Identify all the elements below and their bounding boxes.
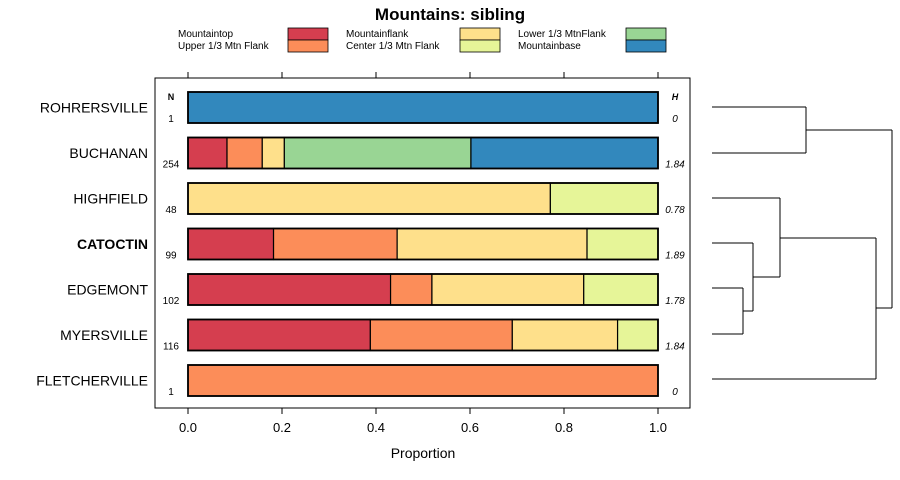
h-value: 0 bbox=[672, 114, 678, 125]
x-tick-label: 0.2 bbox=[273, 420, 291, 435]
bar-outline bbox=[187, 227, 659, 261]
bar-outline bbox=[187, 364, 659, 397]
legend-swatch bbox=[287, 39, 329, 53]
bar-segment bbox=[549, 182, 659, 215]
h-value: 1.84 bbox=[665, 160, 685, 171]
bar-segment bbox=[187, 273, 392, 306]
bar-segment bbox=[187, 182, 551, 215]
dendrogram-branch bbox=[712, 106, 807, 154]
x-tick-label: 0.0 bbox=[179, 420, 197, 435]
bar-segment bbox=[431, 273, 585, 306]
dendrogram-branch bbox=[806, 129, 893, 309]
column-header-n: N bbox=[168, 92, 175, 102]
bar-segment bbox=[583, 273, 659, 306]
row-label: HIGHFIELD bbox=[73, 191, 148, 207]
n-value: 116 bbox=[163, 342, 179, 353]
row-label: MYERSVILLE bbox=[60, 327, 148, 343]
x-tick-label: 1.0 bbox=[649, 420, 667, 435]
n-value: 99 bbox=[165, 251, 177, 262]
h-value: 1.89 bbox=[665, 251, 685, 262]
h-value: 0 bbox=[672, 387, 678, 398]
bar-segment bbox=[389, 273, 433, 306]
dendrogram-branch bbox=[712, 197, 781, 278]
dendrogram-branch bbox=[712, 242, 754, 312]
x-tick-label: 0.4 bbox=[367, 420, 385, 435]
n-value: 102 bbox=[163, 296, 180, 307]
legend-label: Mountainflank bbox=[346, 29, 409, 40]
bar-segment bbox=[187, 91, 659, 124]
n-value: 48 bbox=[165, 205, 177, 216]
bar-segment bbox=[187, 227, 275, 261]
legend-swatch bbox=[625, 39, 667, 53]
legend-label: Lower 1/3 MtnFlank bbox=[518, 29, 607, 40]
bar-outline bbox=[187, 273, 659, 306]
legend-label: Center 1/3 Mtn Flank bbox=[346, 41, 440, 52]
column-header-h: H bbox=[672, 92, 679, 102]
bar-segment bbox=[187, 136, 228, 170]
legend-label: Mountaintop bbox=[178, 29, 233, 40]
row-label: CATOCTIN bbox=[77, 236, 148, 252]
legend-label: Mountainbase bbox=[518, 41, 581, 52]
bar-segment bbox=[616, 318, 659, 352]
x-axis-label: Proportion bbox=[391, 445, 456, 461]
h-value: 1.84 bbox=[665, 342, 685, 353]
dendrogram-branch bbox=[712, 237, 877, 380]
bar-segment bbox=[396, 227, 588, 261]
bar-outline bbox=[187, 182, 659, 215]
bar-segment bbox=[187, 364, 659, 397]
x-tick-label: 0.8 bbox=[555, 420, 573, 435]
h-value: 0.78 bbox=[665, 205, 685, 216]
bar-outline bbox=[187, 136, 659, 170]
dendrogram bbox=[712, 106, 893, 380]
x-tick-label: 0.6 bbox=[461, 420, 479, 435]
legend-swatch bbox=[459, 39, 501, 53]
row-label: FLETCHERVILLE bbox=[36, 373, 148, 389]
dendrogram-branch bbox=[712, 287, 744, 335]
bar-segment bbox=[511, 318, 619, 352]
bar-segment bbox=[369, 318, 513, 352]
bar-segment bbox=[272, 227, 398, 261]
bar-outline bbox=[187, 91, 659, 124]
row-labels-group: ROHRERSVILLE 1 0 BUCHANAN 254 1.84 HIGHFIELD 48… bbox=[36, 100, 685, 399]
row-label: ROHRERSVILLE bbox=[40, 100, 148, 116]
bar-segment bbox=[226, 136, 263, 170]
bars-group bbox=[187, 91, 659, 397]
plot-frame bbox=[154, 77, 691, 409]
bar-segment bbox=[283, 136, 472, 170]
legend-label: Upper 1/3 Mtn Flank bbox=[178, 41, 270, 52]
chart-title: Mountains: sibling bbox=[375, 5, 525, 24]
bar-outline bbox=[187, 318, 659, 352]
bar-segment bbox=[187, 318, 371, 352]
bar-segment bbox=[586, 227, 659, 261]
legend-swatch bbox=[625, 27, 667, 41]
n-value: 254 bbox=[163, 160, 180, 171]
legend-swatch bbox=[459, 27, 501, 41]
x-axis: 0.0 0.2 0.4 0.6 0.8 1.0 bbox=[179, 72, 667, 435]
legend-swatch bbox=[287, 27, 329, 41]
row-label: EDGEMONT bbox=[67, 282, 148, 298]
bar-segment bbox=[261, 136, 285, 170]
h-value: 1.78 bbox=[665, 296, 685, 307]
row-label: BUCHANAN bbox=[69, 145, 148, 161]
bar-segment bbox=[470, 136, 659, 170]
n-value: 1 bbox=[168, 114, 174, 125]
n-value: 1 bbox=[168, 387, 174, 398]
